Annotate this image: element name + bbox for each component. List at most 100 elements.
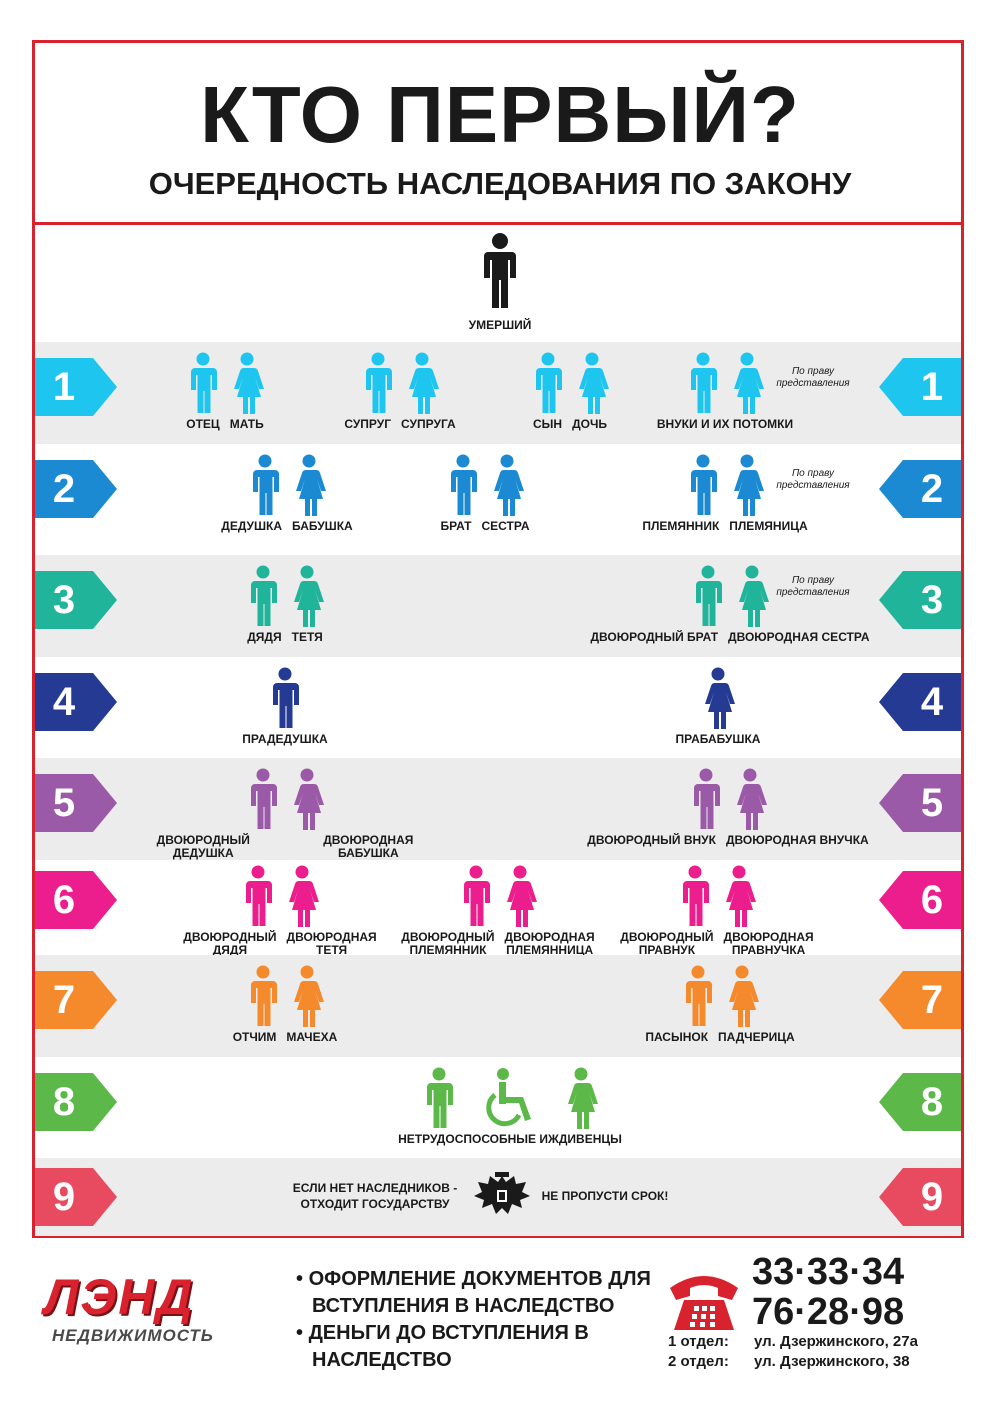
woman-icon [700, 667, 736, 734]
group-grandchildren: ВНУКИ И ИХ ПОТОМКИ [645, 352, 805, 431]
queue-1-arrow-left [35, 358, 117, 416]
label-daughter: ДОЧЬ [572, 417, 608, 431]
queue-7-number-right: 7 [920, 978, 944, 1022]
service-item: • ОФОРМЛЕНИЕ ДОКУМЕНТОВ ДЛЯ ВСТУПЛЕНИЯ В… [296, 1268, 651, 1317]
man-icon [245, 965, 281, 1032]
queue-5-number-right: 5 [920, 781, 944, 825]
label-grandchildren: ВНУКИ И ИХ ПОТОМКИ [656, 417, 794, 431]
queue-6-number-right: 6 [920, 878, 944, 922]
label-cousin-niece: ДВОЮРОДНАЯ ПЛЕМЯННИЦА [504, 930, 595, 957]
man-icon [185, 352, 221, 419]
man-icon [245, 768, 281, 835]
queue-8-arrow-right [879, 1073, 961, 1131]
wheelchair-icon [483, 1067, 537, 1134]
man-icon [245, 565, 281, 632]
group-great-grandfather: ПРАДЕДУШКА [225, 667, 345, 746]
group-step-parents: ОТЧИМ МАЧЕХА [220, 965, 350, 1044]
telephone-icon [670, 1276, 738, 1330]
deceased-man-icon [484, 233, 516, 308]
queue-7-arrow-left [35, 971, 117, 1029]
queue-4-number-left: 4 [52, 680, 76, 724]
queue-3-arrow-right [879, 571, 961, 629]
label-brother: БРАТ [440, 519, 472, 533]
label-niece: ПЛЕМЯНИЦА [729, 519, 808, 533]
state-inheritance-text: ЕСЛИ НЕТ НАСЛЕДНИКОВ - ОТХОДИТ ГОСУДАРСТ… [292, 1181, 458, 1211]
queue-row-6: 6 6 ДВОЮРОДНЫЙ ДЯДЯ ДВОЮРОДНАЯ ТЕТЯ ДВОЮР… [35, 855, 961, 957]
label-cousin-great-granddaughter: ДВОЮРОДНАЯ ПРАВНУЧКА [723, 930, 814, 957]
service-item: • ДЕНЬГИ ДО ВСТУПЛЕНИЯ В НАСЛЕДСТВО [296, 1322, 589, 1371]
logo-subtitle: НЕДВИЖИМОСТЬ [52, 1326, 214, 1345]
queue-2-number-left: 2 [52, 467, 76, 511]
queue-row-7: 7 7 ОТЧИМ МАЧЕХА ПАСЫНОК ПАДЧЕРИЦА [35, 955, 961, 1057]
label-cousin-grandson: ДВОЮРОДНЫЙ ВНУК [587, 833, 716, 847]
queue-4-arrow-right [879, 673, 961, 731]
man-icon [685, 352, 721, 419]
woman-icon [289, 768, 325, 835]
woman-icon [404, 352, 440, 419]
poster-frame [32, 40, 964, 1238]
queue-4-number-right: 4 [920, 680, 944, 724]
page-subtitle: ОЧЕРЕДНОСТЬ НАСЛЕДОВАНИЯ ПО ЗАКОНУ [148, 166, 852, 201]
queue-5-arrow-left [35, 774, 117, 832]
deadline-warning: НЕ ПРОПУСТИ СРОК! [541, 1189, 669, 1203]
group-cousin-grandchildren: ДВОЮРОДНЫЙ ВНУК ДВОЮРОДНАЯ ВНУЧКА [583, 768, 873, 847]
woman-icon [574, 352, 610, 419]
queue-8-number-right: 8 [920, 1080, 944, 1124]
office-2: 2 отдел: ул. Дзержинского, 38 [668, 1352, 918, 1372]
label-wife: СУПРУГА [401, 417, 456, 431]
label-grandfather: ДЕДУШКА [221, 519, 283, 533]
group-nephews: ПЛЕМЯННИК ПЛЕМЯНИЦА [635, 454, 815, 533]
woman-icon [284, 865, 320, 932]
phone-number-2[interactable]: 76·28·98 [752, 1291, 905, 1333]
label-cousin-nephew: ДВОЮРОДНЫЙ ПЛЕМЯННИК [401, 930, 495, 957]
queue-row-3: 3 3 ДЯДЯ ТЕТЯ ДВОЮРОДНЫЙ БРАТ ДВОЮРОДНАЯ С… [35, 555, 961, 657]
label-father: ОТЕЦ [186, 417, 220, 431]
woman-icon [729, 352, 765, 419]
woman-icon [289, 565, 325, 632]
queue-row-4: 4 4 ПРАДЕДУШКА ПРАБАБУШКА [35, 657, 961, 759]
queue-1-arrow-right [879, 358, 961, 416]
logo-brand: ЛЭНД [44, 1269, 195, 1325]
label-sister: СЕСТРА [481, 519, 530, 533]
man-icon [458, 865, 494, 932]
man-icon [688, 768, 724, 835]
phone-number-1[interactable]: 33·33·34 [752, 1251, 905, 1293]
group-parents: ОТЕЦ МАТЬ [170, 352, 280, 431]
queue-1-number-left: 1 [52, 365, 76, 409]
label-aunt: ТЕТЯ [291, 630, 323, 644]
queue-3-arrow-left [35, 571, 117, 629]
group-dependents: НЕТРУДОСПОСОБНЫЕ ИЖДИВЕНЦЫ [375, 1067, 645, 1146]
label-cousin-aunt: ДВОЮРОДНАЯ ТЕТЯ [286, 930, 377, 957]
queue-row-9: 9 9 ЕСЛИ НЕТ НАСЛЕДНИКОВ - ОТХОДИТ ГОСУД… [35, 1158, 961, 1236]
group-uncle-aunt: ДЯДЯ ТЕТЯ [230, 565, 340, 644]
label-cousin-male: ДВОЮРОДНЫЙ БРАТ [590, 630, 719, 644]
man-icon [445, 454, 481, 521]
company-logo[interactable]: ЛЭНД НЕДВИЖИМОСТЬ [44, 1268, 274, 1358]
queue-2-arrow-left [35, 460, 117, 518]
woman-icon [732, 768, 768, 835]
office-label: 1 отдел: [668, 1333, 729, 1350]
label-uncle: ДЯДЯ [247, 630, 282, 644]
label-stepson: ПАСЫНОК [645, 1030, 709, 1044]
label-great-grandfather: ПРАДЕДУШКА [242, 732, 328, 746]
group-children: СЫН ДОЧЬ [515, 352, 625, 431]
queue-9-arrow-left [35, 1168, 117, 1226]
page-title: КТО ПЕРВЫЙ? [200, 70, 800, 159]
representation-note: По праву представления [776, 468, 850, 491]
woman-icon [489, 454, 525, 521]
label-son: СЫН [532, 417, 563, 431]
label-nephew: ПЛЕМЯННИК [642, 519, 720, 533]
queue-5-number-left: 5 [52, 781, 76, 825]
queue-2-number-right: 2 [920, 467, 944, 511]
label-dependents: НЕТРУДОСПОСОБНЫЕ ИЖДИВЕНЦЫ [398, 1132, 622, 1146]
queue-8-number-left: 8 [52, 1080, 76, 1124]
label-great-aunt: ДВОЮРОДНАЯ БАБУШКА [323, 833, 414, 860]
services-list: • ОФОРМЛЕНИЕ ДОКУМЕНТОВ ДЛЯ ВСТУПЛЕНИЯ В… [296, 1266, 656, 1374]
group-cousin-uncle-aunt: ДВОЮРОДНЫЙ ДЯДЯ ДВОЮРОДНАЯ ТЕТЯ [180, 865, 380, 957]
queue-6-arrow-right [879, 871, 961, 929]
label-cousin-great-grandson: ДВОЮРОДНЫЙ ПРАВНУК [620, 930, 714, 957]
service-item-1: ОФОРМЛЕНИЕ ДОКУМЕНТОВ ДЛЯ ВСТУПЛЕНИЯ В Н… [308, 1268, 651, 1317]
queue-row-2: 2 2 ДЕДУШКА БАБУШКА БРАТ СЕСТРА ПЛЕМЯННИК П… [35, 444, 961, 546]
woman-icon [563, 1067, 599, 1134]
service-item-2: ДЕНЬГИ ДО ВСТУПЛЕНИЯ В НАСЛЕДСТВО [308, 1322, 589, 1371]
